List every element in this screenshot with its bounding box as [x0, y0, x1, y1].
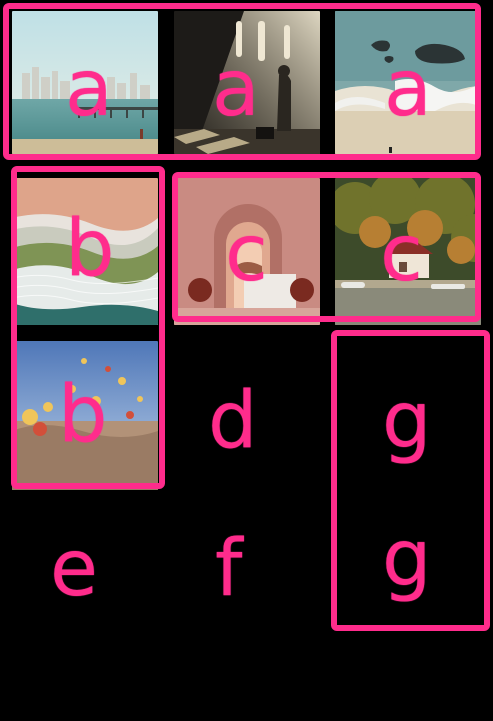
group-g-outline — [331, 330, 490, 631]
photo-city-beach-pier[interactable] — [12, 11, 158, 154]
photo-pink-arches-spheres[interactable] — [174, 178, 320, 325]
label-g-2: g — [382, 514, 432, 604]
photo-hot-air-balloons[interactable] — [12, 341, 158, 490]
label-g-1: g — [382, 376, 432, 466]
photo-aerial-shoreline[interactable] — [12, 178, 158, 325]
label-d: d — [208, 376, 258, 466]
photo-sunlit-room-figure[interactable] — [174, 11, 320, 154]
photo-lakeside-house-boats[interactable] — [335, 178, 481, 325]
photo-coastal-rocks-waves[interactable] — [335, 11, 481, 154]
label-f: f — [215, 524, 243, 614]
label-e: e — [50, 524, 98, 614]
